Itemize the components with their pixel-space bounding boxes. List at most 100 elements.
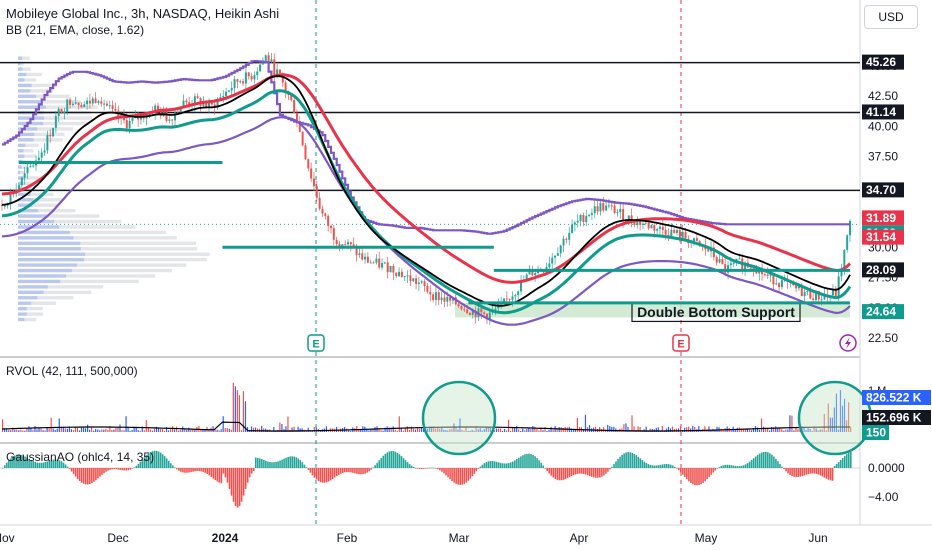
- candle-body: [310, 168, 313, 179]
- candle-body: [517, 291, 520, 296]
- volume-profile-row-value: [18, 72, 27, 77]
- rvol-bar: [584, 414, 587, 432]
- candle-body: [202, 103, 205, 107]
- rvol-bar: [238, 395, 240, 432]
- rvol-bar: [471, 429, 473, 432]
- rvol-bar: [261, 426, 263, 432]
- ao-bar: [813, 468, 816, 474]
- rvol-bar: [382, 430, 384, 432]
- rvol-bar: [250, 426, 253, 432]
- rvol-bar: [722, 429, 724, 432]
- rvol-pane-title[interactable]: RVOL (42, 111, 500,000): [6, 364, 138, 378]
- rvol-bar: [222, 416, 224, 432]
- ao-bar: [815, 468, 818, 474]
- ao-bar: [659, 464, 662, 468]
- ao-bar: [396, 452, 399, 468]
- volume-profile-row-value: [18, 296, 38, 300]
- volume-profile-row-value: [18, 83, 32, 88]
- ao-bar: [465, 468, 468, 483]
- rvol-bar: [688, 426, 690, 432]
- candle-body: [571, 224, 574, 233]
- volume-profile-row: [18, 176, 40, 180]
- rvol-bar: [84, 428, 87, 432]
- ao-bar: [38, 462, 41, 468]
- ao-bar: [180, 468, 182, 472]
- volume-profile-row: [18, 149, 34, 153]
- ao-bar: [202, 468, 204, 472]
- volume-profile-row: [18, 230, 166, 235]
- rvol-bar: [121, 430, 123, 432]
- candle-body: [298, 123, 301, 132]
- rvol-bar: [129, 430, 131, 432]
- volume-profile-row-value: [18, 225, 60, 229]
- candle-body: [834, 289, 837, 297]
- rvol-bar: [661, 426, 663, 432]
- rvol-bar: [192, 429, 194, 432]
- ao-bar: [230, 468, 233, 496]
- volume-profile-row: [18, 89, 53, 93]
- gaussian-pane-title[interactable]: GaussianAO (ohlc4, 14, 35): [6, 450, 155, 464]
- volume-profile-row-value: [18, 252, 86, 256]
- lightning-icon[interactable]: [839, 334, 857, 352]
- candle-body: [667, 234, 670, 237]
- ao-bar: [756, 454, 759, 468]
- price-tag: [862, 229, 904, 245]
- rvol-bar: [497, 428, 500, 432]
- candle-body: [463, 309, 466, 311]
- volume-profile-row: [18, 165, 29, 169]
- price-tag-label: 31.89: [866, 211, 896, 225]
- ao-bar: [475, 468, 478, 472]
- candle-body: [551, 257, 554, 264]
- candle-body: [718, 259, 721, 263]
- rvol-bar: [22, 430, 24, 432]
- ao-bar: [667, 464, 670, 468]
- event-marker-earnings-2[interactable]: E: [672, 334, 690, 352]
- volume-profile-row: [18, 263, 187, 267]
- volume-profile-row: [18, 208, 76, 213]
- candle-body: [267, 55, 270, 63]
- ao-bar: [350, 468, 352, 473]
- candle-body: [607, 205, 610, 207]
- rvol-bar: [350, 430, 352, 432]
- event-marker-earnings-1[interactable]: E: [307, 334, 325, 352]
- rvol-bar: [809, 428, 811, 432]
- ao-bar: [418, 468, 421, 469]
- candle-body: [372, 262, 375, 264]
- ao-bar: [176, 468, 178, 470]
- candle-body: [778, 283, 781, 288]
- ao-bar: [704, 468, 706, 482]
- ao-bar: [356, 468, 358, 474]
- rvol-bar: [8, 429, 10, 432]
- bb-indicator-label[interactable]: BB (21, EMA, close, 1.62): [6, 23, 145, 37]
- ao-bar: [194, 468, 196, 472]
- rvol-bar: [819, 429, 821, 432]
- ao-bar: [224, 468, 227, 478]
- time-axis-tick: Apr: [570, 531, 589, 545]
- volume-profile-row-value: [18, 56, 23, 60]
- candle-body: [817, 290, 820, 300]
- currency-button[interactable]: USD: [864, 5, 918, 29]
- ao-bar: [817, 468, 820, 475]
- rvol-bar: [516, 426, 518, 432]
- rvol-bar: [297, 426, 299, 432]
- rvol-bar: [224, 428, 226, 432]
- rvol-bar: [307, 427, 309, 432]
- volume-profile-row: [18, 312, 44, 316]
- rvol-bar: [758, 429, 761, 432]
- time-axis[interactable]: Nov Dec 2024 Feb Mar Apr May Jun: [0, 531, 828, 545]
- candle-body: [837, 276, 840, 297]
- ao-bar: [791, 468, 793, 477]
- rvol-bar: [562, 427, 564, 432]
- rvol-bar: [771, 426, 773, 432]
- ao-bar: [54, 459, 57, 468]
- rvol-bar: [522, 428, 524, 432]
- rvol-bar: [509, 430, 512, 432]
- ao-bar: [580, 468, 583, 474]
- ao-bar: [358, 468, 360, 475]
- candle-body: [171, 119, 174, 121]
- rvol-bar: [208, 430, 210, 432]
- rvol-bar: [730, 430, 732, 432]
- symbol-title[interactable]: Mobileye Global Inc., 3h, NASDAQ, Heikin…: [6, 6, 280, 21]
- rvol-bar: [669, 428, 672, 432]
- candle-body: [321, 208, 324, 214]
